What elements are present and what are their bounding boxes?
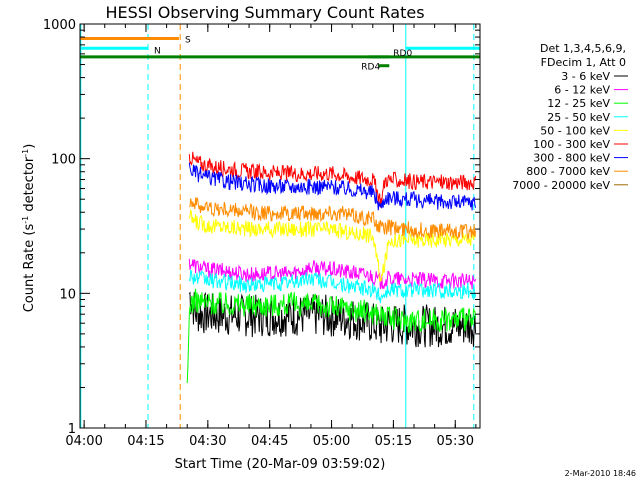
x-tick-label: 04:00 xyxy=(65,434,102,449)
flag-label: N xyxy=(154,46,161,56)
flag-label: RD4 xyxy=(361,63,380,73)
y-axis: 1 10 100 1000 xyxy=(43,18,480,437)
x-tick-label: 04:30 xyxy=(189,434,226,449)
y-axis-label-sup2: -1 xyxy=(21,149,30,157)
legend-item-label: 6 - 12 keV xyxy=(554,84,610,97)
legend: Det 1,3,4,5,6,9, FDecim 1, Att 0 3 - 6 k… xyxy=(512,42,628,192)
series-line xyxy=(188,151,477,208)
x-tick-label: 05:30 xyxy=(437,434,474,449)
plot-frame xyxy=(79,23,481,429)
series-line xyxy=(188,162,477,211)
legend-item-label: 800 - 7000 keV xyxy=(526,165,610,178)
flag-label: RD0 xyxy=(393,49,412,59)
x-tick-label: 05:00 xyxy=(313,434,350,449)
legend-item-label: 300 - 800 keV xyxy=(533,152,610,165)
y-tick-label: 1000 xyxy=(43,18,76,33)
series-line xyxy=(189,197,477,241)
flag-bars: S N RD0 RD4 xyxy=(80,36,480,73)
series-line xyxy=(186,288,477,384)
legend-header-line-1: Det 1,3,4,5,6,9, xyxy=(540,42,626,55)
legend-item-label: 3 - 6 keV xyxy=(561,70,610,83)
timestamp-footer: 2-Mar-2010 18:46 xyxy=(565,469,636,478)
series-line xyxy=(188,269,477,304)
y-axis-label: Count Rate (s-1 detector-1) xyxy=(21,144,37,313)
y-tick-label: 1 xyxy=(68,422,76,437)
legend-item-label: 25 - 50 keV xyxy=(547,111,610,124)
y-axis-label-main: Count Rate (s xyxy=(22,224,37,313)
flag-label: S xyxy=(185,36,191,46)
legend-item-label: 50 - 100 keV xyxy=(540,124,610,137)
legend-header-line-2: FDecim 1, Att 0 xyxy=(541,56,626,69)
y-axis-label-sup1: -1 xyxy=(21,216,30,224)
x-tick-label: 05:15 xyxy=(375,434,412,449)
x-axis-label: Start Time (20-Mar-09 03:59:02) xyxy=(175,457,386,472)
y-tick-label: 10 xyxy=(59,287,76,302)
y-axis-label-end: ) xyxy=(22,144,37,149)
y-tick-label: 100 xyxy=(51,153,76,168)
x-tick-label: 04:15 xyxy=(127,434,164,449)
series-lines xyxy=(186,151,477,384)
x-axis: 04:00 04:15 04:30 04:45 05:00 05:15 05:30 xyxy=(65,24,477,449)
legend-item-label: 7000 - 20000 keV xyxy=(512,179,610,192)
series-line xyxy=(188,258,477,290)
y-axis-label-mid: detector xyxy=(22,156,37,216)
x-tick-label: 04:45 xyxy=(251,434,288,449)
legend-item-label: 12 - 25 keV xyxy=(547,97,610,110)
legend-item-label: 100 - 300 keV xyxy=(533,138,610,151)
chart-title: HESSI Observing Summary Count Rates xyxy=(105,3,424,22)
